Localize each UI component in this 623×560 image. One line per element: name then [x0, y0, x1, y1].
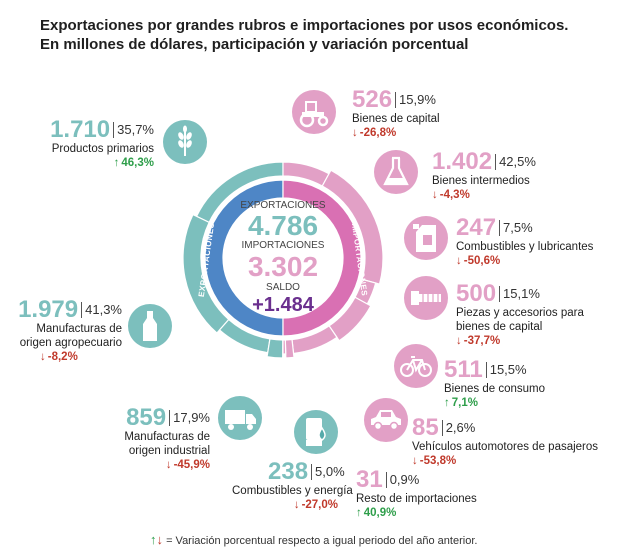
outer-segment-export-1: [182, 213, 230, 334]
change: 7,1%: [451, 397, 478, 409]
share: 17,9%: [173, 410, 210, 425]
label: Vehículos automotores de pasajeros: [412, 441, 599, 453]
car-icon: [364, 398, 408, 442]
bicycle-icon: [394, 344, 438, 388]
share: 5,0%: [315, 464, 345, 479]
arrow-up-icon: ↑: [113, 157, 120, 169]
change: 46,3%: [121, 157, 154, 169]
value: 1.710: [50, 116, 111, 143]
arrow-down-icon: ↓: [293, 499, 300, 511]
label: Combustibles y lubricantes: [456, 241, 594, 253]
center-imports-label: IMPORTACIONES: [241, 240, 325, 251]
change: -4,3%: [439, 189, 470, 201]
export-item-primarios: 1.710 35,7% Productos primarios ↑ 46,3%: [40, 118, 154, 171]
share: 15,5%: [489, 362, 527, 377]
chart-title-line1: Exportaciones por grandes rubros e impor…: [40, 17, 569, 34]
arrow-down-icon: ↓: [352, 127, 358, 139]
footer-note: ↑↓ = Variación porcentual respecto a igu…: [150, 532, 477, 547]
wheat-icon: [163, 120, 207, 164]
tractor-icon: [292, 90, 336, 134]
share: 15,9%: [399, 92, 436, 107]
share: 7,5%: [503, 220, 533, 235]
center-exports-value: 4.786: [247, 210, 319, 241]
change: -45,9%: [173, 459, 210, 471]
share: 15,1%: [503, 286, 540, 301]
value: 31: [356, 466, 383, 493]
truck-icon: [218, 396, 262, 440]
value: 511: [444, 356, 483, 383]
export-item-moi: 859 17,9% Manufacturas de origen industri…: [118, 406, 210, 473]
import-item-resto: 31 0,9% Resto de importaciones ↑ 40,9%: [356, 468, 477, 521]
share: 42,5%: [499, 154, 536, 169]
chart-title-line2: En millones de dólares, participación y …: [40, 36, 469, 53]
label: Productos primarios: [51, 143, 154, 155]
import-item-capital: 526 15,9% Bienes de capital ↓ -26,8%: [352, 88, 440, 141]
arrow-down-icon: ↓: [456, 335, 462, 347]
arrow-down-icon: ↓: [412, 455, 418, 467]
change: -53,8%: [419, 455, 457, 467]
label: Piezas y accesorios para bienes de capit…: [456, 307, 584, 333]
share: 35,7%: [117, 122, 154, 137]
change: -37,7%: [463, 335, 501, 347]
arrow-up-icon: ↑: [150, 532, 157, 547]
chart-title: Exportaciones por grandes rubros e impor…: [40, 16, 600, 54]
outer-segment-import-1: [321, 169, 384, 285]
center-imports-value: 3.302: [247, 251, 319, 282]
jerrycan-icon: [404, 216, 448, 260]
label: Bienes de consumo: [444, 383, 546, 395]
center-balance-label: SALDO: [266, 282, 300, 293]
import-item-combustibles: 247 7,5% Combustibles y lubricantes ↓ -50,…: [456, 216, 593, 269]
import-item-vehiculos: 85 2,6% Vehículos automotores de pasajero…: [412, 416, 598, 469]
arrow-down-icon: ↓: [165, 459, 172, 471]
outer-segment-export-2: [218, 318, 271, 354]
import-item-consumo: 511 15,5% Bienes de consumo ↑ 7,1%: [444, 358, 545, 411]
center-exports-label: EXPORTACIONES: [240, 200, 326, 211]
arrow-up-icon: ↑: [356, 507, 362, 519]
inner-ring-imports: [282, 179, 362, 337]
share: 0,9%: [389, 472, 420, 487]
export-item-energia: 238 5,0% Combustibles y energía ↓ -27,0%: [232, 458, 353, 513]
fuel-drop-icon: [294, 410, 338, 454]
change: -27,0%: [301, 499, 338, 511]
outer-segment-export-3: [266, 338, 284, 359]
bottle-icon: [128, 304, 172, 348]
value: 1.402: [432, 148, 493, 175]
label: Bienes intermedios: [432, 175, 530, 187]
outer-segment-import-6: [282, 339, 287, 355]
change: -50,6%: [463, 255, 501, 267]
footer-text: = Variación porcentual respecto a igual …: [166, 535, 478, 547]
arrow-down-icon: ↓: [432, 189, 438, 201]
label: Resto de importaciones: [356, 493, 477, 505]
outer-segment-import-5: [284, 338, 295, 359]
flask-icon: [374, 150, 418, 194]
value: 526: [352, 86, 393, 113]
arrow-up-icon: ↑: [444, 397, 450, 409]
share: 41,3%: [85, 302, 122, 317]
value: 859: [126, 404, 167, 431]
value: 247: [456, 214, 497, 241]
change: 40,9%: [363, 507, 397, 519]
value: 1.979: [18, 296, 79, 323]
share: 2,6%: [445, 420, 476, 435]
center-summary: EXPORTACIONES 4.786 IMPORTACIONES 3.302 …: [213, 200, 353, 316]
label: Combustibles y energía: [232, 485, 353, 497]
center-balance-value: +1.484: [252, 294, 314, 316]
arrow-down-icon: ↓: [456, 255, 462, 267]
import-item-piezas: 500 15,1% Piezas y accesorios para bienes…: [456, 282, 584, 349]
arrow-down-icon: ↓: [40, 351, 46, 363]
change: -8,2%: [47, 351, 78, 363]
label: Manufacturas de origen agropecuario: [19, 323, 122, 349]
import-item-intermedios: 1.402 42,5% Bienes intermedios ↓ -4,3%: [432, 150, 536, 203]
value: 500: [456, 280, 497, 307]
bolt-icon: [404, 276, 448, 320]
value: 238: [268, 458, 309, 485]
label: Bienes de capital: [352, 113, 440, 125]
value: 85: [412, 414, 439, 441]
label: Manufacturas de origen industrial: [124, 431, 210, 457]
change: -26,8%: [359, 127, 397, 139]
arrow-down-icon: ↓: [156, 532, 164, 547]
export-item-moa: 1.979 41,3% Manufacturas de origen agrope…: [10, 298, 122, 365]
